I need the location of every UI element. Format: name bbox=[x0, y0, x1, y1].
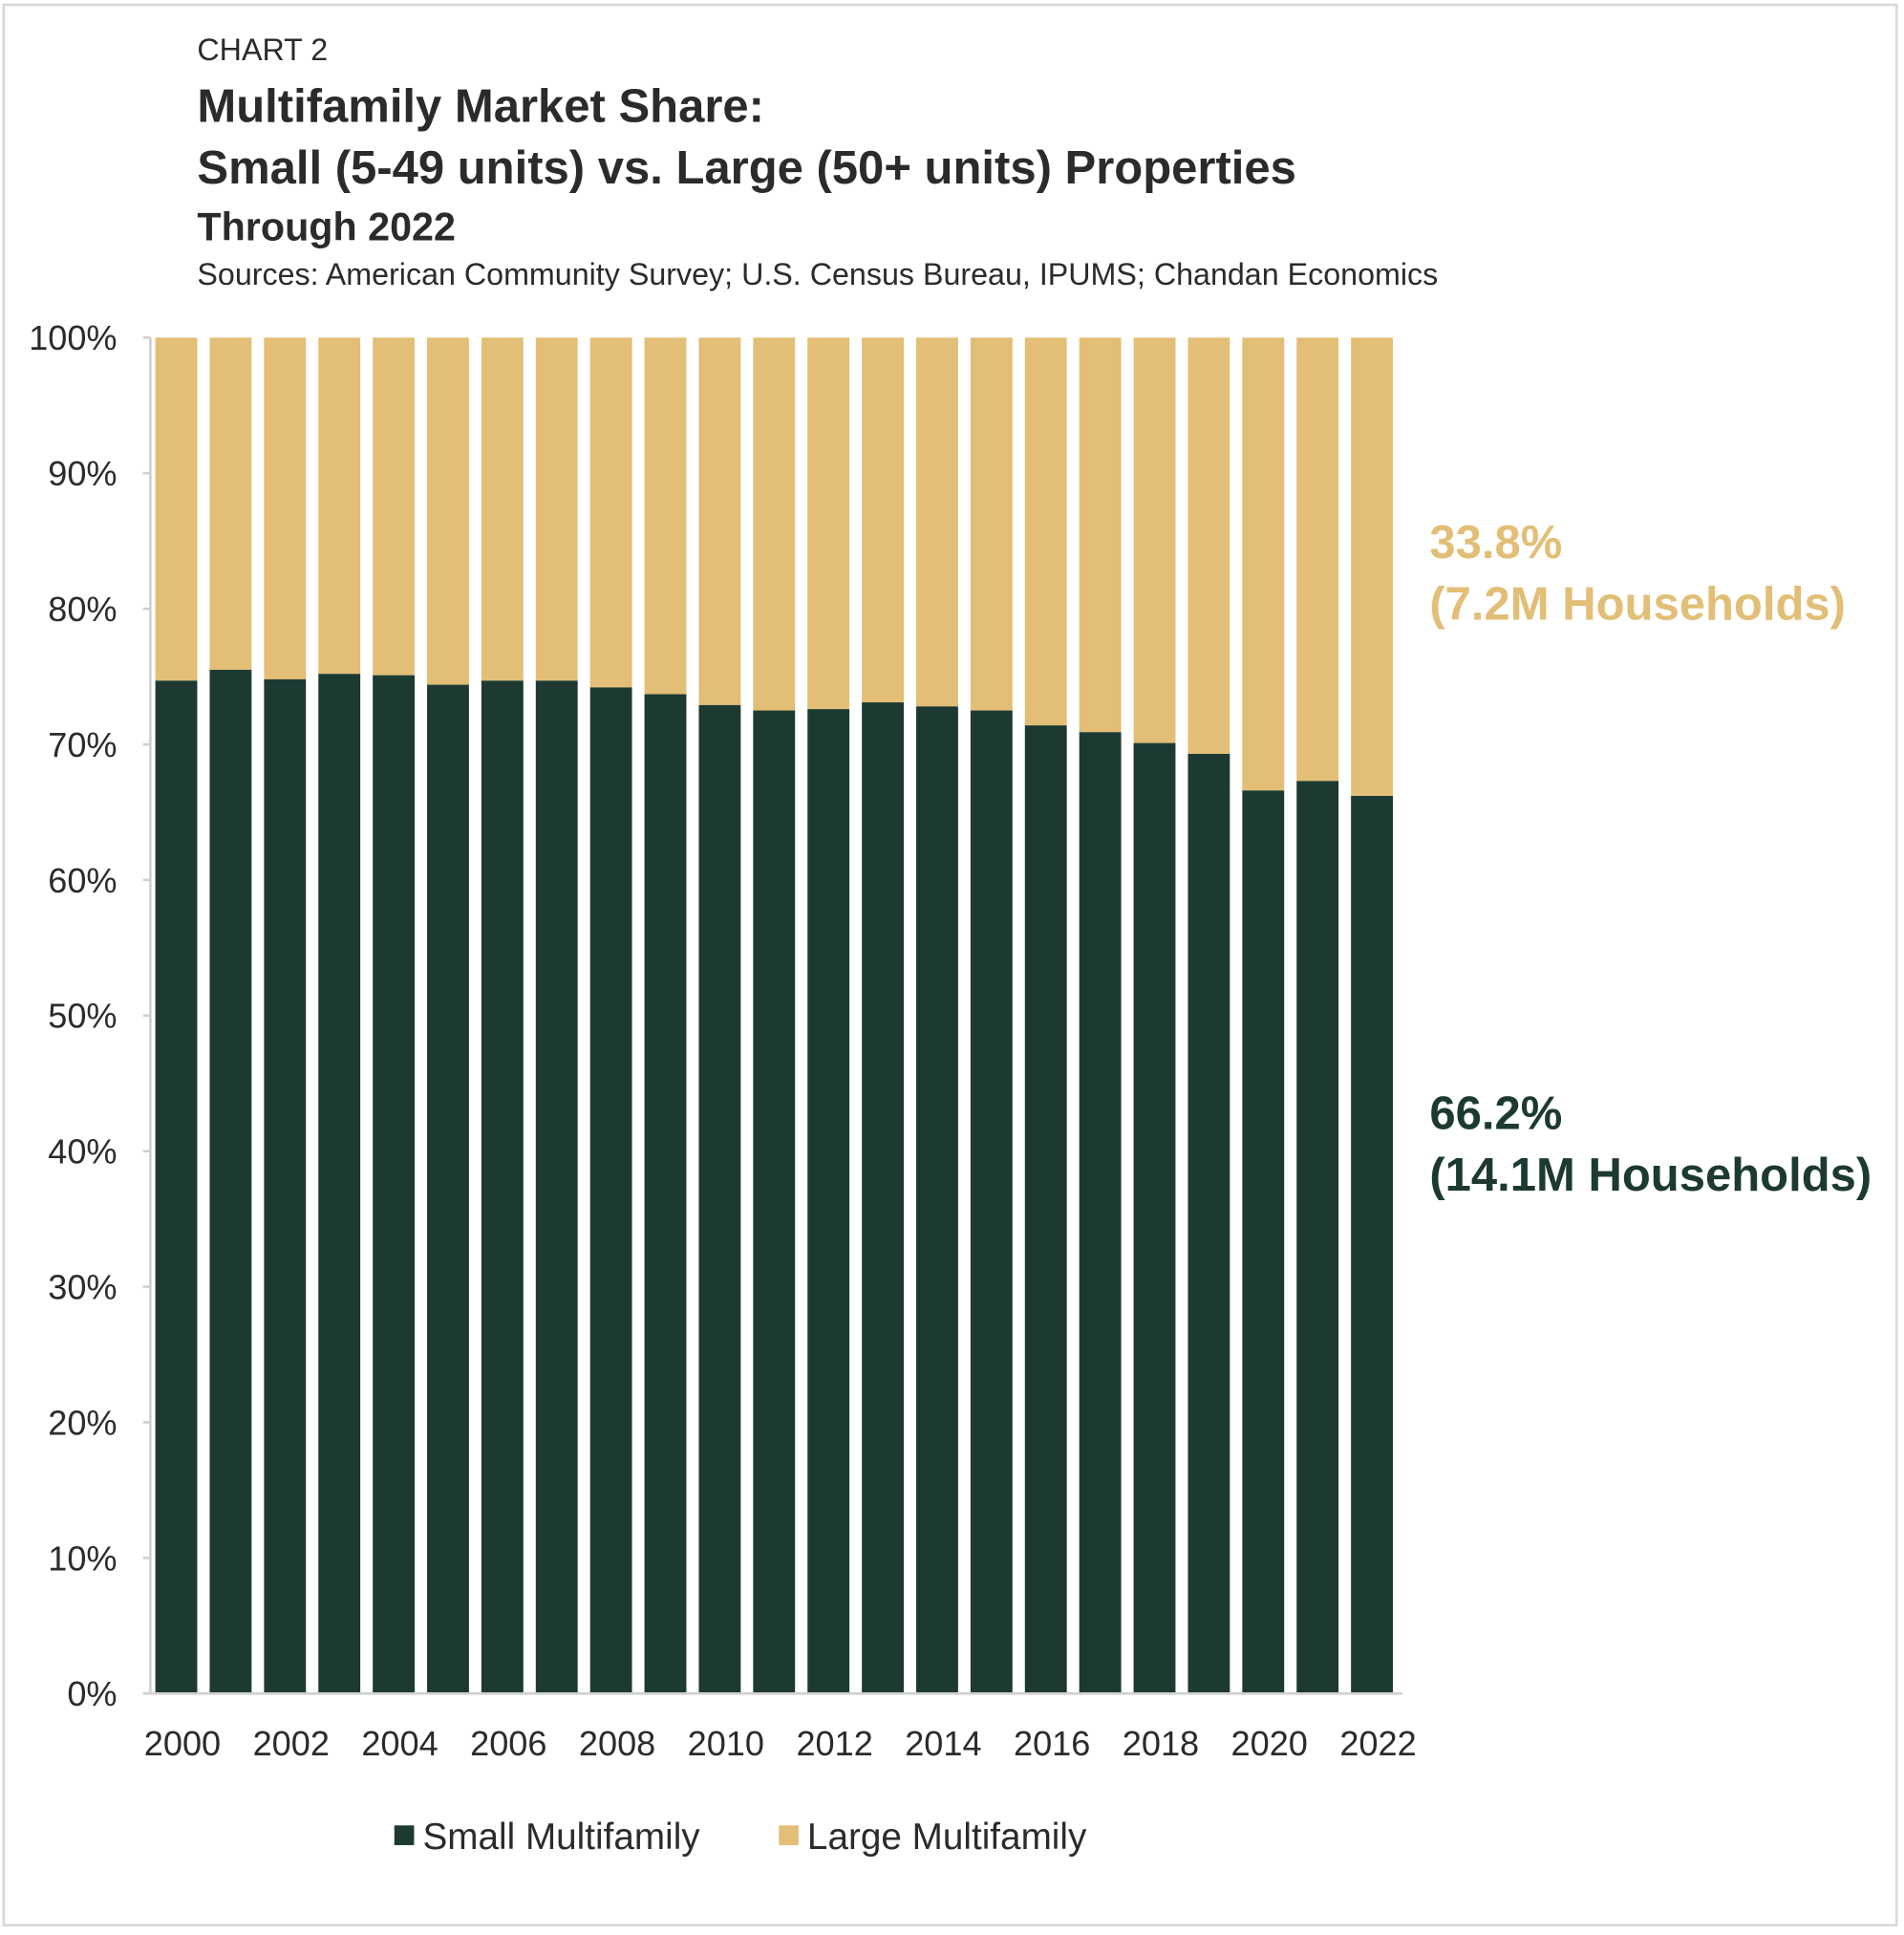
bar-small-2017 bbox=[1079, 732, 1122, 1694]
bar-small-2002 bbox=[264, 678, 307, 1694]
x-tick-label: 2016 bbox=[1014, 1724, 1090, 1763]
bar-large-2022 bbox=[1351, 337, 1393, 796]
y-tick-label: 0% bbox=[67, 1674, 117, 1713]
x-tick-label: 2018 bbox=[1123, 1724, 1199, 1763]
legend-swatch-small bbox=[394, 1825, 415, 1845]
legend-label-small: Small Multifamily bbox=[422, 1817, 700, 1858]
y-tick-label: 100% bbox=[29, 318, 117, 357]
bar-large-2011 bbox=[753, 337, 796, 711]
bar-large-2014 bbox=[916, 337, 958, 707]
x-tick-label: 2014 bbox=[905, 1724, 981, 1763]
bar-large-2000 bbox=[155, 337, 198, 681]
x-tick-label: 2006 bbox=[470, 1724, 546, 1763]
bar-small-2009 bbox=[644, 694, 687, 1694]
y-tick-label: 90% bbox=[48, 454, 117, 493]
x-tick-label: 2020 bbox=[1231, 1724, 1308, 1763]
x-tick-label: 2022 bbox=[1339, 1724, 1416, 1763]
bar-large-2013 bbox=[862, 337, 904, 703]
bar-large-2012 bbox=[807, 337, 850, 710]
chart-sources: Sources: American Community Survey; U.S.… bbox=[197, 257, 1438, 291]
bar-small-2004 bbox=[373, 675, 416, 1694]
x-tick-label: 2010 bbox=[688, 1724, 764, 1763]
bar-large-2009 bbox=[644, 337, 687, 695]
y-tick-label: 30% bbox=[48, 1268, 117, 1307]
bar-large-2001 bbox=[209, 337, 252, 670]
x-tick-label: 2008 bbox=[579, 1724, 655, 1763]
bar-small-2013 bbox=[862, 702, 904, 1694]
bar-large-2019 bbox=[1187, 337, 1230, 754]
bar-large-2006 bbox=[481, 337, 524, 681]
bar-small-2012 bbox=[807, 709, 850, 1694]
bar-small-2020 bbox=[1242, 790, 1285, 1694]
y-tick-label: 10% bbox=[48, 1538, 117, 1578]
y-tick-label: 40% bbox=[48, 1132, 117, 1172]
bar-large-2016 bbox=[1024, 337, 1067, 726]
bar-large-2005 bbox=[427, 337, 469, 685]
bar-large-2003 bbox=[318, 337, 361, 675]
bar-large-2021 bbox=[1296, 337, 1339, 782]
chart-title-line2: Small (5-49 units) vs. Large (50+ units)… bbox=[197, 142, 1296, 194]
bar-large-2020 bbox=[1242, 337, 1285, 791]
annotation-small-pct: 66.2% bbox=[1429, 1087, 1562, 1139]
bar-small-2001 bbox=[209, 669, 252, 1694]
bar-large-2018 bbox=[1133, 337, 1176, 743]
x-tick-label: 2000 bbox=[144, 1724, 221, 1763]
y-tick-label: 20% bbox=[48, 1403, 117, 1442]
annotation-small-households: (14.1M Households) bbox=[1429, 1150, 1872, 1201]
annotation-large-households: (7.2M Households) bbox=[1429, 579, 1846, 631]
bar-small-2011 bbox=[753, 710, 796, 1694]
chart-subtitle: Through 2022 bbox=[197, 204, 456, 248]
bar-small-2003 bbox=[318, 674, 361, 1694]
legend-label-large: Large Multifamily bbox=[807, 1817, 1087, 1858]
chart-eyebrow: CHART 2 bbox=[197, 32, 328, 67]
bar-small-2005 bbox=[427, 684, 469, 1694]
bar-small-2014 bbox=[916, 706, 958, 1694]
bar-large-2008 bbox=[589, 337, 632, 688]
bar-small-2019 bbox=[1187, 753, 1230, 1694]
y-tick-label: 80% bbox=[48, 590, 117, 629]
bar-large-2017 bbox=[1079, 337, 1122, 733]
x-tick-label: 2004 bbox=[361, 1724, 438, 1763]
bar-small-2015 bbox=[970, 710, 1013, 1694]
bar-large-2010 bbox=[698, 337, 741, 705]
annotation-large-pct: 33.8% bbox=[1429, 517, 1562, 569]
bar-large-2007 bbox=[535, 337, 578, 681]
bar-small-2022 bbox=[1351, 795, 1393, 1694]
bar-large-2002 bbox=[264, 337, 307, 679]
bar-small-2007 bbox=[535, 680, 578, 1694]
bar-small-2016 bbox=[1024, 725, 1067, 1694]
y-tick-label: 70% bbox=[48, 725, 117, 764]
x-tick-label: 2002 bbox=[253, 1724, 330, 1763]
bar-large-2015 bbox=[970, 337, 1013, 711]
x-tick-label: 2012 bbox=[796, 1724, 872, 1763]
y-tick-label: 60% bbox=[48, 861, 117, 900]
bar-small-2021 bbox=[1296, 781, 1339, 1694]
bar-small-2006 bbox=[481, 680, 524, 1694]
chart-title-line1: Multifamily Market Share: bbox=[197, 81, 764, 133]
legend: Small Multifamily Large Multifamily bbox=[394, 1817, 1087, 1858]
bar-small-2018 bbox=[1133, 742, 1176, 1694]
bar-small-2000 bbox=[155, 680, 198, 1694]
bar-large-2004 bbox=[373, 337, 416, 676]
y-tick-label: 50% bbox=[48, 997, 117, 1036]
bar-small-2010 bbox=[698, 704, 741, 1694]
bar-small-2008 bbox=[589, 687, 632, 1694]
legend-swatch-large bbox=[779, 1825, 799, 1845]
